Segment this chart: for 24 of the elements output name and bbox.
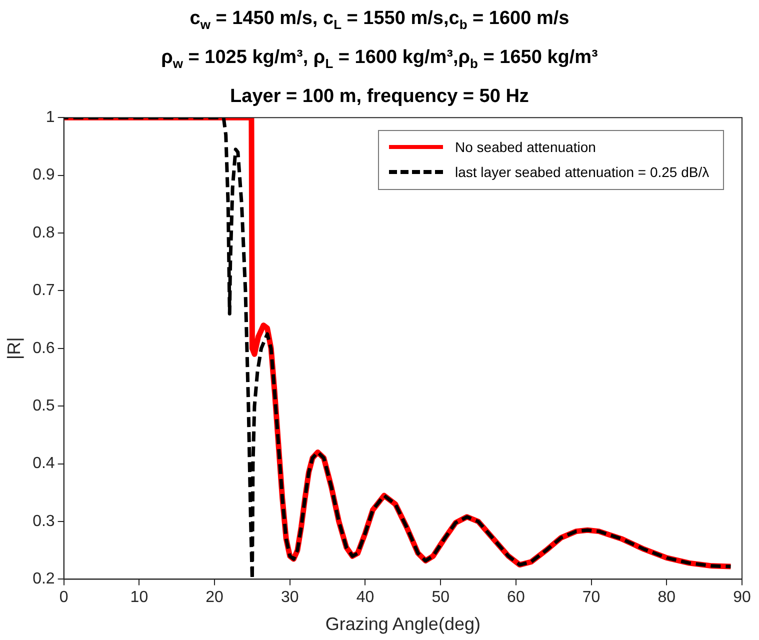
- x-tick-label: 50: [432, 589, 450, 606]
- y-tick-label: 0.9: [32, 166, 55, 184]
- x-tick-label: 0: [59, 589, 68, 606]
- legend-label: No seabed attenuation: [455, 139, 596, 156]
- y-tick-label: 0.7: [32, 282, 55, 300]
- y-axis-title: |R|: [4, 337, 24, 360]
- legend-label: last layer seabed attenuation = 0.25 dB/λ: [455, 164, 710, 180]
- y-tick-label: 0.4: [32, 455, 55, 472]
- y-tick-label: 0.8: [32, 224, 55, 242]
- y-tick-label: 1: [46, 109, 55, 126]
- x-axis-title: Grazing Angle(deg): [325, 614, 480, 634]
- x-tick-label: 10: [130, 589, 148, 606]
- x-tick-label: 80: [658, 589, 676, 606]
- x-tick-label: 70: [582, 589, 600, 606]
- y-tick-label: 0.2: [32, 570, 55, 588]
- x-tick-label: 60: [507, 589, 525, 606]
- x-tick-label: 40: [356, 589, 374, 606]
- x-tick-label: 90: [733, 589, 751, 606]
- y-tick-label: 0.6: [32, 340, 55, 357]
- x-tick-label: 20: [206, 589, 224, 606]
- chart-title: c$_{w}$ = 1450 m/s, c$_{L}$ = 1550 m/s,c$_{b}$ = 1600 m/s ρ$_{w}$ = 1025 kg/m³, ρ$_{L}$ = 1600 kg/m³,ρ$_{b}$ = 1650 kg/m³ Layer = 100 m, frequency = 50 Hz: [161, 8, 598, 107]
- y-tick-label: 0.5: [32, 398, 55, 415]
- y-tick-label: 0.3: [32, 512, 55, 530]
- x-tick-label: 30: [280, 589, 299, 606]
